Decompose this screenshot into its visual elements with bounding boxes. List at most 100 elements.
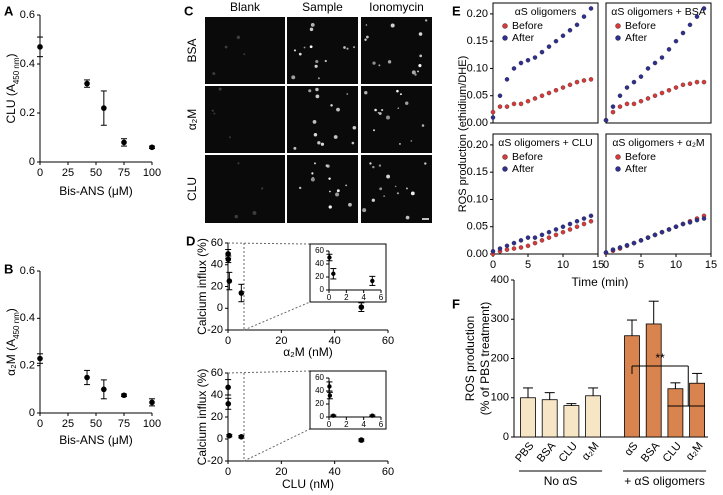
fluorescent-spot	[351, 141, 355, 145]
y-tick-label: 0.4	[20, 312, 35, 324]
point	[504, 104, 510, 109]
subplot-title: αS oligomers	[515, 6, 577, 18]
legend-marker	[615, 35, 621, 41]
fluorescent-spot	[421, 124, 425, 127]
micrograph	[287, 86, 358, 153]
point	[358, 304, 365, 310]
x-tick-label: α₂M	[684, 440, 706, 463]
zoom-guide	[243, 428, 311, 462]
fluorescent-spot	[379, 187, 383, 191]
point	[101, 105, 107, 111]
x-tick-label: CLU	[661, 440, 684, 465]
y-tick-label: 60	[211, 367, 223, 379]
y-tick-label: 300	[491, 313, 509, 325]
y-axis-label: Calcium influx (%)	[195, 238, 209, 335]
bar	[667, 388, 684, 438]
point	[694, 217, 700, 223]
frame	[605, 133, 712, 255]
y-tick-label: 0.00	[467, 248, 488, 260]
point	[631, 79, 637, 85]
legend-marker	[502, 23, 508, 29]
bar	[689, 382, 705, 438]
y-tick-label: 0.6	[20, 265, 35, 277]
point	[603, 250, 609, 255]
fluorescent-spot	[396, 192, 399, 195]
fluorescent-spot	[299, 186, 302, 190]
legend-label: Before	[512, 20, 543, 32]
point	[525, 243, 531, 249]
legend-label: After	[625, 32, 648, 44]
x-tick-label: α₂M	[580, 440, 602, 463]
point	[539, 93, 545, 98]
point	[560, 229, 566, 235]
point	[624, 85, 630, 90]
legend-marker	[615, 23, 621, 29]
point	[687, 22, 693, 28]
y-tick-label: 60	[315, 246, 324, 255]
point	[84, 80, 90, 87]
fluorescent-spot	[224, 45, 228, 49]
point	[588, 213, 594, 219]
zoom-guide	[227, 370, 311, 374]
point	[617, 245, 623, 250]
x-axis-label: CLU (nM)	[282, 477, 334, 491]
y-tick-label: 200	[491, 352, 509, 364]
x-tick-label: 0	[327, 293, 332, 302]
point	[645, 235, 651, 240]
fluorescent-spot	[399, 142, 401, 145]
panel-label: F	[452, 296, 460, 311]
point	[617, 104, 623, 109]
point	[673, 224, 679, 229]
x-tick-label: 50	[90, 167, 102, 179]
fluorescent-spot	[315, 87, 319, 92]
point	[532, 55, 538, 60]
fluorescent-spot	[252, 211, 257, 215]
point	[687, 220, 693, 225]
fluorescent-spot	[365, 24, 368, 26]
legend-marker	[502, 35, 508, 41]
y-tick-label: 0	[503, 431, 509, 443]
fluorescent-spot	[309, 45, 313, 49]
y-tick-label: 0	[29, 407, 35, 419]
point	[532, 235, 538, 240]
y-axis-label: ROS production	[463, 316, 477, 401]
bar	[520, 397, 536, 438]
micrograph	[287, 17, 358, 84]
x-tick-label: 75	[118, 167, 130, 179]
point	[694, 14, 700, 19]
point	[553, 227, 559, 232]
panel-label: D	[186, 233, 195, 248]
point	[226, 432, 233, 439]
point	[652, 93, 658, 98]
panel-label: C	[184, 3, 194, 18]
point	[694, 79, 700, 85]
point	[673, 38, 679, 44]
point	[581, 216, 587, 221]
x-tick-label: 100	[143, 418, 161, 430]
y-axis-label-subscript: 450 nm	[12, 312, 21, 339]
fluorescent-spot	[419, 54, 423, 58]
x-tick-label: 5	[638, 259, 644, 271]
point	[238, 290, 245, 296]
legend-marker	[502, 154, 508, 160]
point	[121, 139, 127, 146]
point	[574, 219, 580, 224]
x-tick-label: 100	[143, 167, 161, 179]
x-tick-label: BSA	[639, 440, 663, 465]
column-label: Ionomycin	[369, 0, 424, 14]
point	[37, 44, 43, 50]
bar	[563, 405, 580, 438]
y-tick-label: -20	[207, 455, 223, 467]
inset-frame	[309, 243, 387, 303]
point	[581, 78, 587, 83]
point	[652, 60, 658, 66]
y-tick-label: 0	[217, 302, 223, 314]
point	[490, 109, 496, 115]
row-label: BSA	[185, 38, 199, 62]
point	[225, 401, 232, 407]
frame	[492, 133, 599, 255]
point	[497, 104, 503, 109]
fluorescent-spot	[385, 115, 390, 120]
x-tick-label: 0	[603, 259, 609, 271]
